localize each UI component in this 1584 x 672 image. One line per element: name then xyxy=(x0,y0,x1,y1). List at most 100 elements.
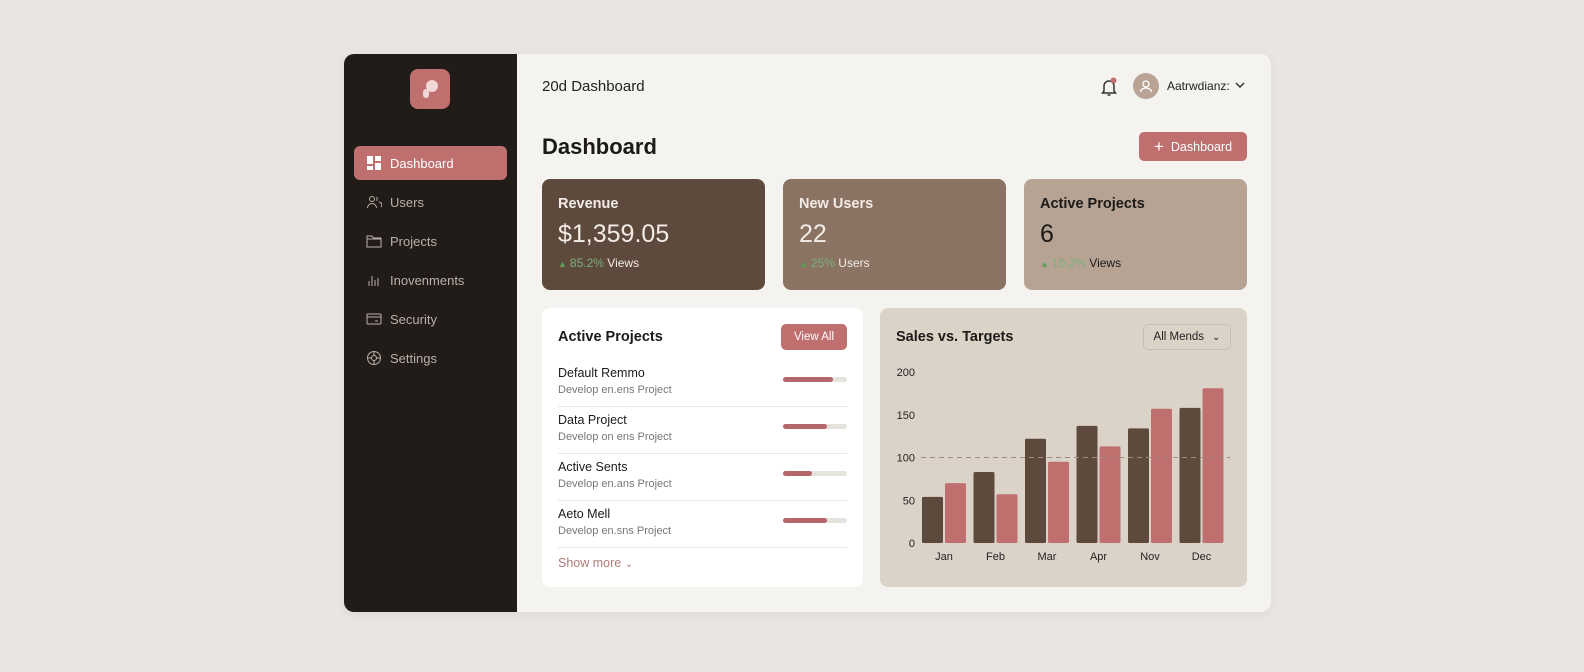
sidebar-item-inovenments[interactable]: Inovenments xyxy=(354,263,507,297)
active-projects-card: Active Projects View All Default Remmo De… xyxy=(542,308,863,587)
bar-target-dec xyxy=(1202,388,1224,543)
bar-chart: 0 50 100 150 200 Jan Feb Mar Apr Nov Dec xyxy=(897,367,1230,563)
x-tick-label: Jan xyxy=(935,551,953,563)
bar-chart-icon xyxy=(368,276,379,286)
bar-sales-apr xyxy=(1076,425,1098,543)
sidebar-item-settings[interactable]: Settings xyxy=(354,341,507,375)
project-subtitle: Develop en.sns Project xyxy=(558,525,672,537)
x-tick-label: Mar xyxy=(1038,551,1057,563)
sidebar-item-security[interactable]: Security xyxy=(354,302,507,336)
y-tick-label: 150 xyxy=(897,410,915,422)
bar-sales-jan xyxy=(922,496,943,543)
main-content: 20d Dashboard Aatrwdianz: Dashboard + Das… xyxy=(517,54,1271,612)
trend-up-icon: ▲ xyxy=(799,259,808,269)
project-subtitle: Develop en.ans Project xyxy=(558,478,672,490)
stat-value: 22 xyxy=(799,220,827,248)
trend-up-icon: ▲ xyxy=(1040,259,1049,269)
project-list: Default Remmo Develop en.ens Project Data … xyxy=(558,360,847,548)
stat-change: 25% xyxy=(810,256,835,270)
stat-value: 6 xyxy=(1040,220,1054,248)
bar-target-jan xyxy=(945,483,966,543)
y-tick-label: 50 xyxy=(903,495,915,507)
stat-change-label: Views xyxy=(1089,256,1122,270)
x-tick-label: Dec xyxy=(1192,551,1212,563)
sidebar-nav: Dashboard Users Projects Inovenments Securit… xyxy=(354,146,507,380)
stat-card-revenue: Revenue $1,359.05 ▲ 85.2% Views xyxy=(542,179,765,290)
project-row[interactable]: Data Project Develop on ens Project xyxy=(558,407,847,454)
chart-title: Sales vs. Targets xyxy=(896,329,1014,345)
stat-title: Revenue xyxy=(558,196,619,212)
avatar[interactable] xyxy=(1133,73,1159,99)
sales-chart-card: 0 50 100 150 200 Jan Feb Mar Apr Nov Dec Sales vs.… xyxy=(880,308,1247,587)
stat-title: New Users xyxy=(799,196,874,212)
project-row[interactable]: Aeto Mell Develop en.sns Project xyxy=(558,501,847,548)
stat-card-active-projects: Active Projects 6 ▲ 10.2% Views xyxy=(1024,179,1247,290)
project-subtitle: Develop en.ens Project xyxy=(558,384,672,396)
sidebar-item-label: Settings xyxy=(390,350,437,366)
x-tick-label: Apr xyxy=(1090,551,1107,563)
add-dashboard-button[interactable]: + Dashboard xyxy=(1139,132,1247,161)
project-name: Default Remmo xyxy=(558,366,645,380)
logo[interactable] xyxy=(410,69,450,109)
project-name: Data Project xyxy=(558,413,627,427)
project-subtitle: Develop on ens Project xyxy=(558,431,672,443)
trend-up-icon: ▲ xyxy=(558,259,567,269)
view-all-button[interactable]: View All xyxy=(781,324,847,350)
folder-icon xyxy=(366,235,382,248)
stat-change: 85.2% xyxy=(569,256,604,270)
username[interactable]: Aatrwdianz: xyxy=(1167,79,1230,93)
bar-target-mar xyxy=(1048,461,1069,543)
stat-change: 10.2% xyxy=(1051,256,1086,270)
project-row[interactable]: Default Remmo Develop en.ens Project xyxy=(558,360,847,407)
bell-icon[interactable] xyxy=(1100,77,1118,97)
users-icon xyxy=(367,196,382,209)
chevron-down-icon: ⌄ xyxy=(624,559,634,570)
card-icon xyxy=(366,313,382,325)
show-more-label: Show more xyxy=(558,556,622,570)
logo-icon xyxy=(423,80,438,98)
app-title: 20d Dashboard xyxy=(542,78,645,95)
project-progress-bar xyxy=(783,424,847,429)
stat-value: $1,359.05 xyxy=(558,220,670,248)
gear-icon xyxy=(367,351,381,365)
dashboard-icon xyxy=(367,156,381,170)
add-button-label: Dashboard xyxy=(1170,139,1233,154)
chevron-down-icon: ⌄ xyxy=(1212,331,1221,343)
bar-sales-mar xyxy=(1025,438,1046,543)
projects-title: Active Projects xyxy=(558,329,663,345)
project-progress-bar xyxy=(783,518,847,523)
sidebar-item-label: Users xyxy=(390,194,424,210)
project-progress-bar xyxy=(783,377,847,382)
show-more-link[interactable]: Show more ⌄ xyxy=(558,556,633,570)
project-progress-bar xyxy=(783,471,847,476)
stat-change-label: Users xyxy=(838,256,870,270)
sidebar-item-projects[interactable]: Projects xyxy=(354,224,507,258)
app-window: Dashboard Users Projects Inovenments Securit… xyxy=(344,54,1271,612)
x-tick-label: Feb xyxy=(986,551,1005,563)
stat-card-new-users: New Users 22 ▲ 25% Users xyxy=(783,179,1006,290)
bar-target-feb xyxy=(996,494,1018,543)
y-tick-label: 100 xyxy=(897,453,915,465)
user-icon xyxy=(1139,80,1153,93)
bar-target-apr xyxy=(1099,446,1121,543)
stat-title: Active Projects xyxy=(1040,196,1145,212)
project-name: Aeto Mell xyxy=(558,507,611,521)
project-row[interactable]: Active Sents Develop en.ans Project xyxy=(558,454,847,501)
period-select-value: All Mends xyxy=(1153,331,1205,343)
sidebar-item-label: Dashboard xyxy=(390,155,454,171)
bar-sales-feb xyxy=(973,472,995,543)
sidebar-item-label: Inovenments xyxy=(390,272,465,288)
project-name: Active Sents xyxy=(558,460,628,474)
bar-sales-dec xyxy=(1179,407,1201,543)
stat-change-label: Views xyxy=(607,256,640,270)
x-tick-label: Nov xyxy=(1140,551,1160,563)
sidebar-item-users[interactable]: Users xyxy=(354,185,507,219)
chevron-down-icon[interactable] xyxy=(1235,80,1245,90)
plus-icon: + xyxy=(1153,136,1164,156)
period-select[interactable]: All Mends ⌄ xyxy=(1143,324,1231,350)
bar-sales-nov xyxy=(1128,428,1149,543)
sidebar-item-label: Security xyxy=(390,311,437,327)
sidebar: Dashboard Users Projects Inovenments Securit… xyxy=(344,54,517,612)
sidebar-item-dashboard[interactable]: Dashboard xyxy=(354,146,507,180)
y-tick-label: 0 xyxy=(909,538,915,550)
